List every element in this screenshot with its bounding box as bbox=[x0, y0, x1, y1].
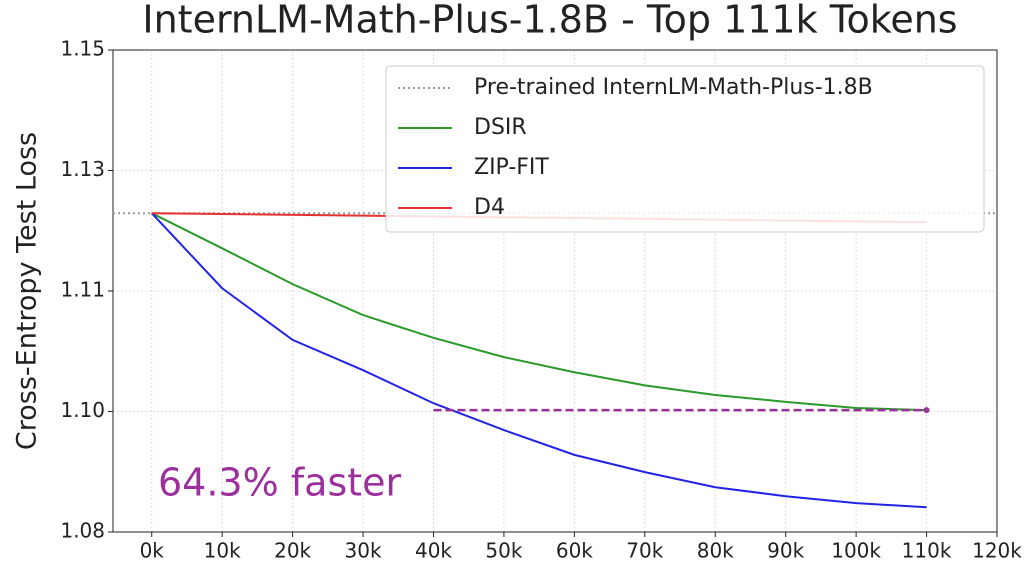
x-tick-label: 80k bbox=[697, 539, 734, 563]
x-tick-label: 20k bbox=[274, 539, 311, 563]
annotation: 64.3% faster bbox=[158, 461, 402, 505]
x-tick-label: 50k bbox=[485, 539, 522, 563]
x-tick-label: 30k bbox=[345, 539, 382, 563]
x-tick-label: 40k bbox=[415, 539, 452, 563]
legend-label: D4 bbox=[474, 195, 505, 220]
legend-box bbox=[385, 65, 985, 233]
x-tick-label: 100k bbox=[831, 539, 881, 563]
speedup-end bbox=[923, 407, 930, 414]
y-axis-label: Cross-Entropy Test Loss bbox=[12, 132, 43, 450]
x-tick-label: 0k bbox=[140, 539, 165, 563]
y-tick-label: 1.11 bbox=[60, 278, 105, 302]
legend-label: Pre-trained InternLM-Math-Plus-1.8B bbox=[474, 75, 873, 100]
series-line bbox=[151, 212, 927, 509]
legend-label: ZIP-FIT bbox=[474, 155, 549, 180]
x-tick-label: 120k bbox=[972, 539, 1022, 563]
x-tick-label: 60k bbox=[556, 539, 593, 563]
y-tick-label: 1.15 bbox=[60, 37, 105, 61]
chart-title: InternLM-Math-Plus-1.8B - Top 111k Token… bbox=[142, 0, 957, 42]
plot-frame bbox=[112, 49, 998, 533]
x-tick-label: 90k bbox=[767, 539, 804, 563]
series-line bbox=[151, 212, 927, 412]
y-tick-label: 1.13 bbox=[60, 157, 105, 181]
y-tick-label: 1.08 bbox=[60, 519, 105, 543]
x-tick-label: 10k bbox=[204, 539, 241, 563]
legend-label: DSIR bbox=[474, 115, 527, 140]
y-tick-label: 1.10 bbox=[60, 398, 105, 422]
x-tick-label: 70k bbox=[626, 539, 663, 563]
x-tick-label: 110k bbox=[902, 539, 952, 563]
